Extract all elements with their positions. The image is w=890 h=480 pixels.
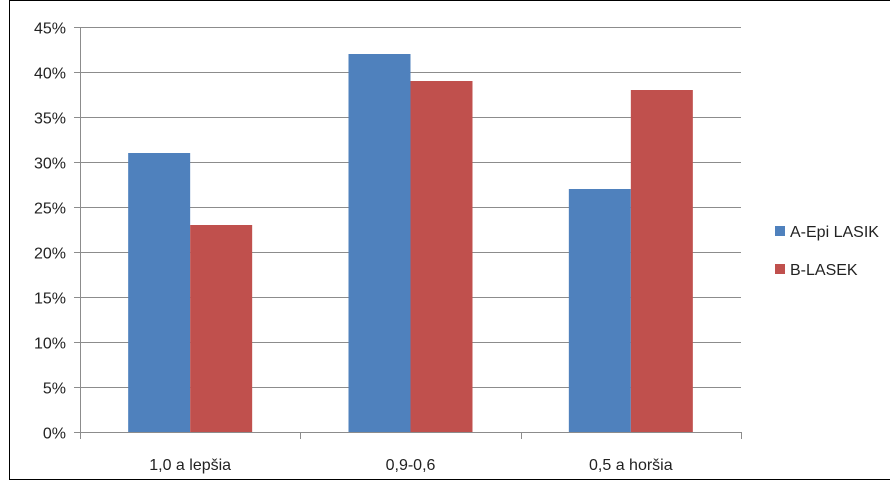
legend-label: A-Epi LASIK <box>790 224 879 241</box>
y-tick-label: 10% <box>34 336 66 353</box>
x-tick-label: 0,9-0,6 <box>386 457 436 474</box>
y-tick-label: 40% <box>34 66 66 83</box>
y-tick-label: 20% <box>34 246 66 263</box>
legend-swatch <box>775 264 785 274</box>
bar-b-lasek-3 <box>630 90 693 432</box>
axes <box>74 27 742 439</box>
legend-swatch <box>775 226 785 236</box>
bar-a-epi-lasik-2 <box>348 54 411 432</box>
x-tick-labels: 1,0 a lepšia 0,9-0,6 0,5 a horšia <box>149 457 672 474</box>
y-tick-label: 30% <box>34 156 66 173</box>
bars <box>128 54 693 432</box>
y-tick-label: 5% <box>43 381 66 398</box>
y-tick-label: 0% <box>43 426 66 443</box>
legend: A-Epi LASIK B-LASEK <box>775 224 879 279</box>
y-tick-labels: 0% 5% 10% 15% 20% 25% 30% 35% 40% 45% <box>34 21 66 443</box>
y-tick-label: 15% <box>34 291 66 308</box>
legend-label: B-LASEK <box>790 262 858 279</box>
y-tick-label: 25% <box>34 201 66 218</box>
y-tick-label: 45% <box>34 21 66 38</box>
bar-b-lasek-1 <box>190 225 253 432</box>
x-tick-label: 0,5 a horšia <box>589 457 673 474</box>
x-tick-label: 1,0 a lepšia <box>149 457 231 474</box>
bar-a-epi-lasik-3 <box>568 189 631 432</box>
bar-b-lasek-2 <box>410 81 473 432</box>
y-tick-label: 35% <box>34 111 66 128</box>
bar-a-epi-lasik-1 <box>128 153 191 432</box>
